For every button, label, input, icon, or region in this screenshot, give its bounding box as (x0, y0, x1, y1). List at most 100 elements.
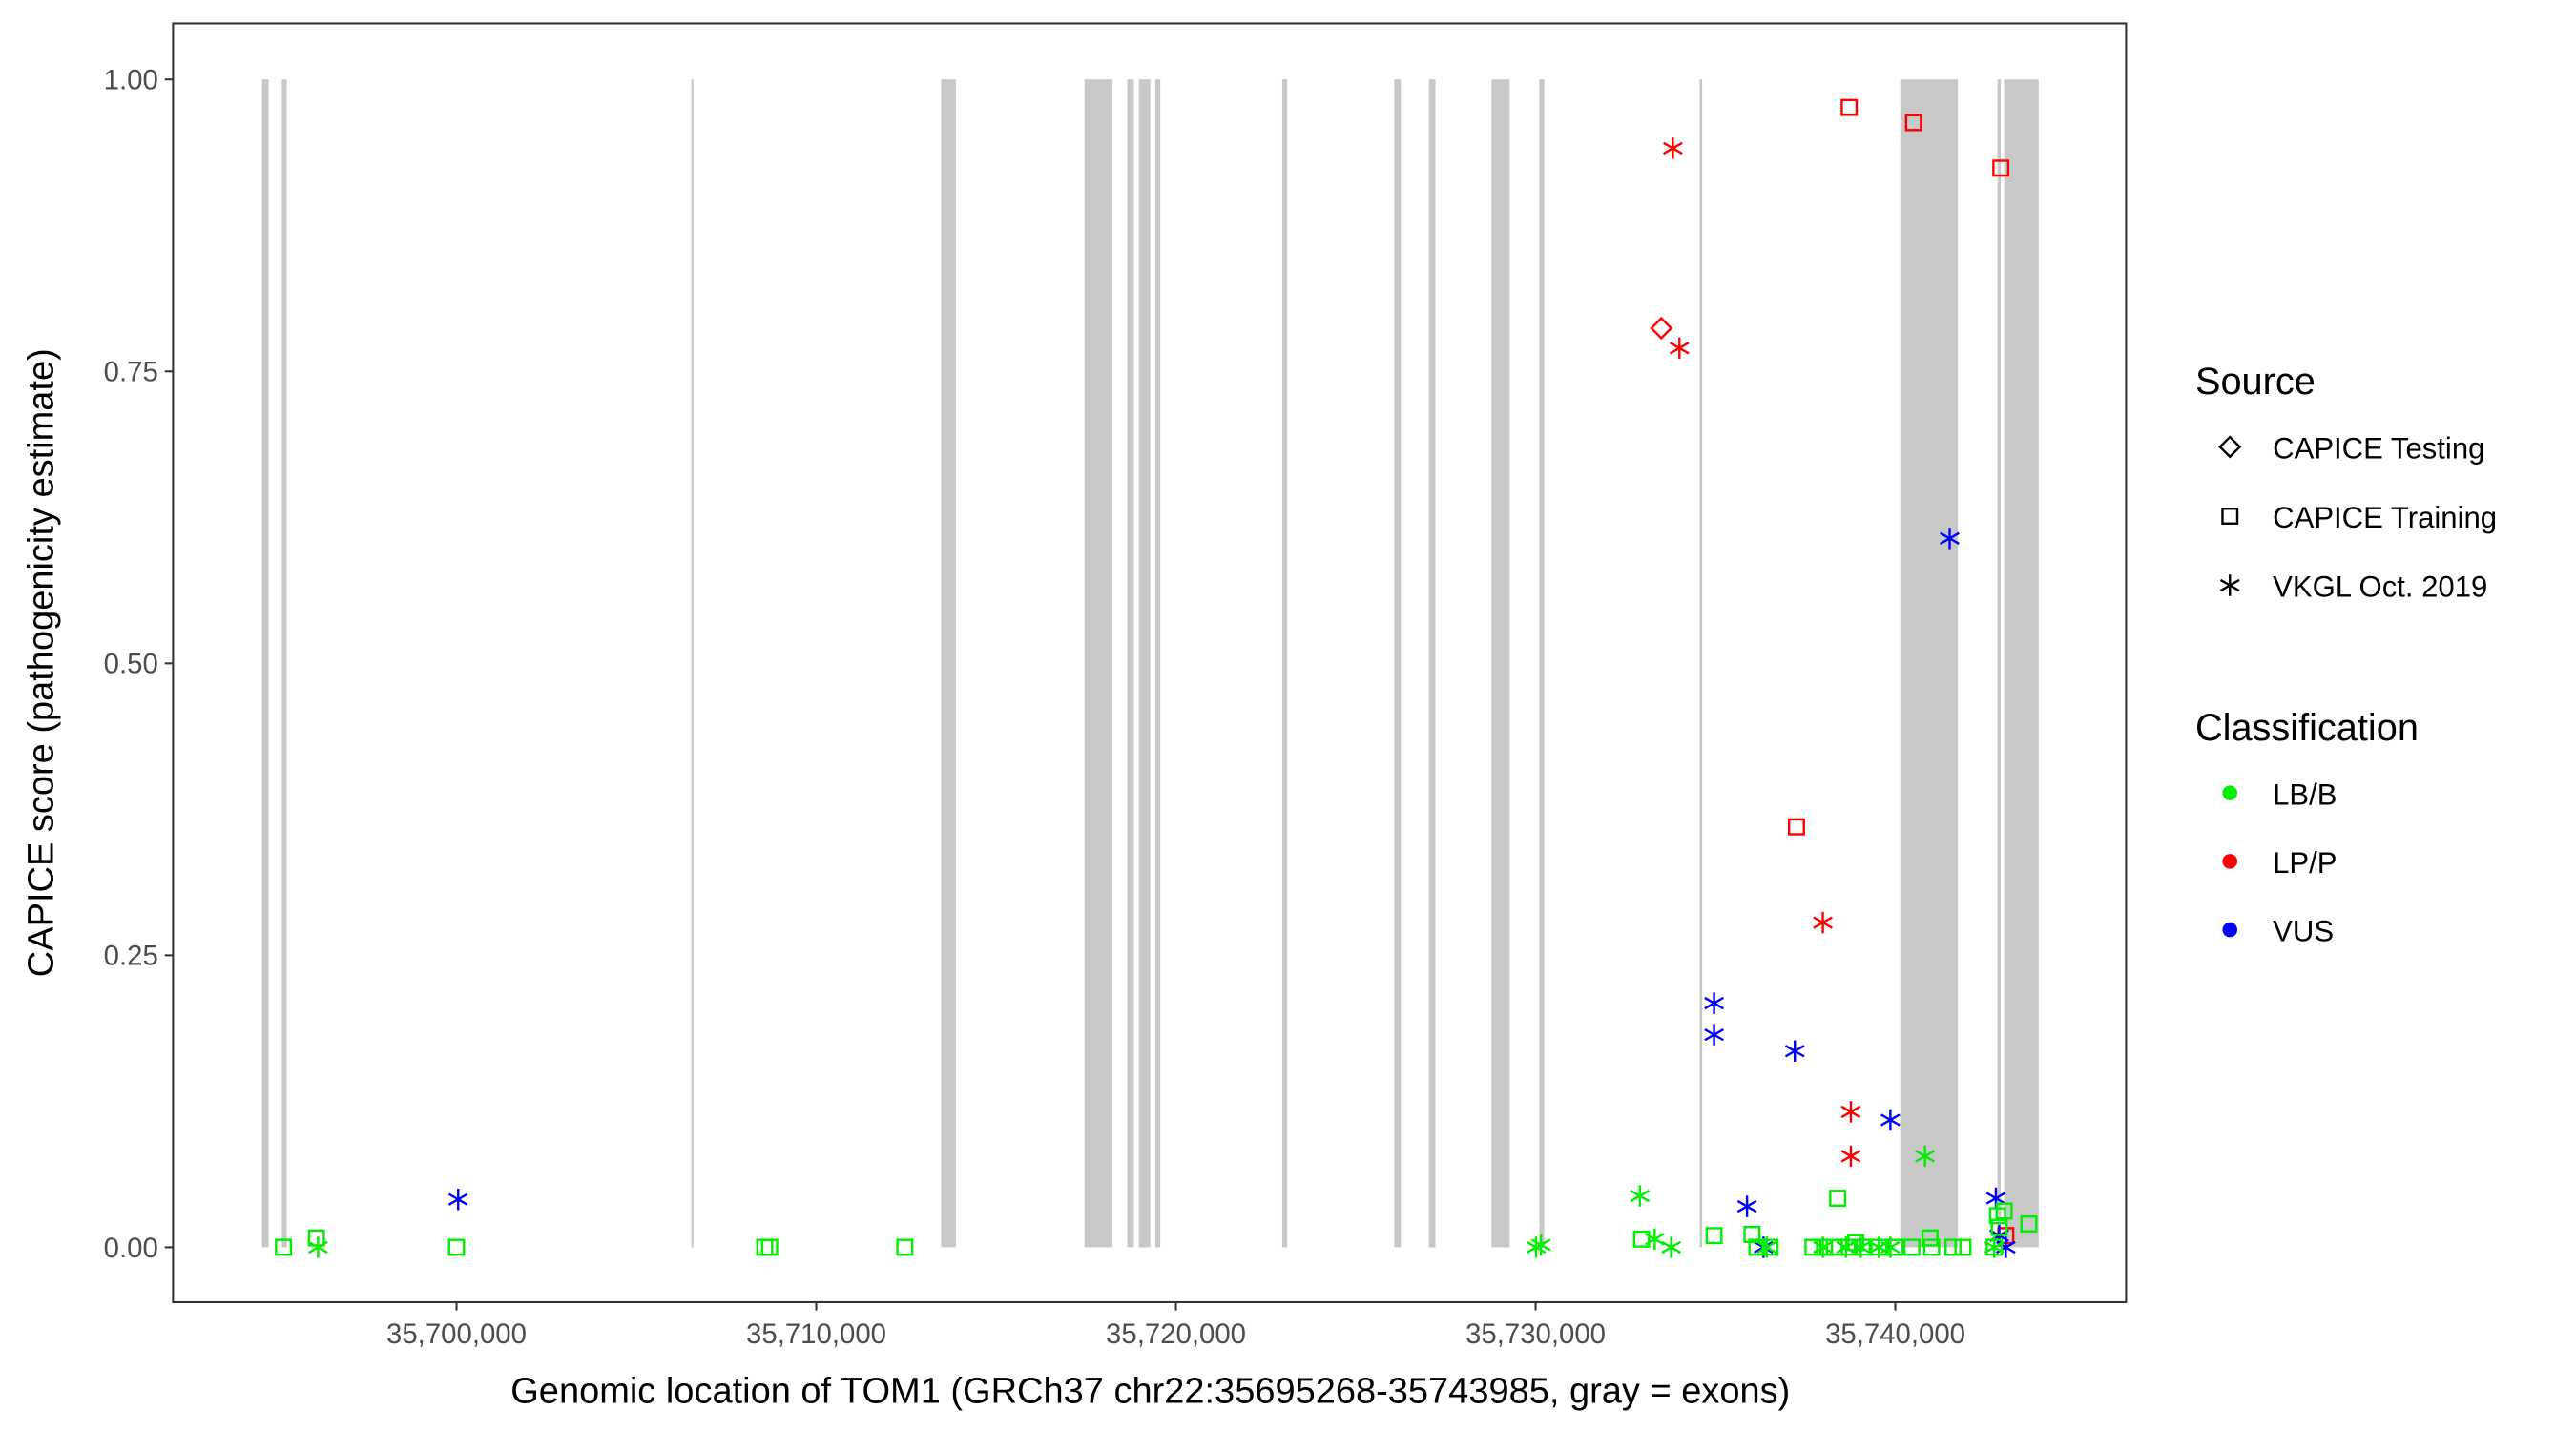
y-axis-title: CAPICE score (pathogenicity estimate) (21, 348, 61, 977)
data-point (1995, 1202, 2013, 1220)
legend-diamond-icon (2218, 435, 2242, 459)
data-point (1840, 1145, 1861, 1168)
data-point (308, 1236, 328, 1258)
data-point (1840, 1101, 1861, 1123)
data-point (1530, 1234, 1551, 1256)
legend-source-title: Source (2195, 361, 2316, 403)
data-point (756, 1238, 774, 1256)
data-point (1705, 1227, 1723, 1245)
data-point (1644, 1228, 1665, 1251)
exon-band (1539, 79, 1545, 1248)
data-point (1954, 1238, 1972, 1256)
data-point (1922, 1238, 1941, 1256)
exon-band (1154, 79, 1161, 1248)
y-tick-label: 1.00 (104, 65, 158, 96)
exon-layer (261, 79, 2039, 1248)
exon-band (1428, 79, 1436, 1248)
data-point (1990, 1218, 2008, 1236)
legend-dot-icon (2222, 922, 2238, 938)
data-point (1736, 1195, 1757, 1217)
data-point (760, 1238, 779, 1256)
data-point (1816, 1238, 1834, 1256)
legend-source-label: CAPICE Training (2273, 501, 2497, 534)
data-point (1880, 1109, 1901, 1131)
exon-band (281, 79, 287, 1248)
data-point (1904, 114, 1922, 132)
data-point (1886, 1238, 1904, 1256)
data-point (1902, 1238, 1921, 1256)
x-tick-label: 35,700,000 (386, 1318, 527, 1350)
data-point (1915, 1145, 1936, 1168)
legend: Source CAPICE Testing CAPICE Training VKGL… (2195, 361, 2497, 948)
data-point (1784, 1040, 1805, 1062)
data-point (1743, 1225, 1761, 1243)
legend-class-label: VUS (2273, 915, 2334, 948)
data-point (1804, 1238, 1822, 1256)
data-point (1984, 1236, 2005, 1258)
data-point (1829, 1190, 1847, 1208)
data-point (1840, 98, 1859, 116)
exon-band (1699, 79, 1703, 1248)
exon-band (261, 79, 269, 1248)
y-axis: 0.00 0.25 0.50 0.75 1.00 (104, 65, 174, 1264)
data-point (1748, 1238, 1766, 1256)
exon-band (691, 79, 694, 1248)
y-tick-label: 0.00 (104, 1233, 158, 1264)
data-point (1940, 528, 1960, 550)
y-tick-label: 0.75 (104, 357, 158, 388)
exon-band (1997, 79, 2002, 1248)
exon-band (2004, 79, 2039, 1248)
y-tick-label: 0.50 (104, 649, 158, 680)
data-point (1813, 911, 1833, 934)
data-point (1992, 159, 2010, 177)
data-point (1661, 1236, 1682, 1258)
data-point (1630, 1185, 1651, 1207)
exon-band (1394, 79, 1402, 1248)
legend-asterisk-icon (2219, 574, 2240, 596)
legend-square-icon (2221, 507, 2239, 525)
x-tick-label: 35,720,000 (1106, 1318, 1246, 1350)
data-point (1632, 1230, 1651, 1248)
data-point (1704, 1024, 1724, 1046)
data-point (2020, 1214, 2038, 1233)
data-point (1704, 992, 1724, 1014)
data-point (1944, 1238, 1962, 1256)
data-point (1761, 1238, 1779, 1256)
data-point (1836, 1236, 1857, 1258)
data-point (1650, 316, 1673, 341)
x-axis-title: Genomic location of TOM1 (GRCh37 chr22:3… (510, 1371, 1790, 1411)
data-point (1756, 1236, 1777, 1258)
data-point (1825, 1238, 1843, 1256)
legend-classification-title: Classification (2195, 707, 2419, 749)
legend-class-label: LP/P (2273, 846, 2337, 880)
data-point (1921, 1229, 1939, 1247)
data-point (1663, 137, 1683, 159)
y-tick-label: 0.25 (104, 941, 158, 972)
legend-dot-icon (2222, 854, 2238, 869)
data-point (1850, 1236, 1871, 1258)
exon-band (1491, 79, 1510, 1248)
point-layer (275, 98, 2038, 1258)
legend-dot-icon (2222, 785, 2238, 800)
exon-band (1281, 79, 1288, 1248)
exon-band (1127, 79, 1134, 1248)
data-point (1669, 337, 1690, 360)
data-point (1854, 1238, 1872, 1256)
exon-band (941, 79, 956, 1248)
legend-class-label: LB/B (2273, 778, 2337, 811)
exon-band (1138, 79, 1151, 1248)
data-point (447, 1189, 468, 1211)
exon-band (1900, 79, 1959, 1248)
data-point (447, 1238, 466, 1256)
legend-source-label: CAPICE Testing (2273, 432, 2484, 466)
x-axis: 35,700,000 35,710,000 35,720,000 35,730,000… (386, 1301, 1965, 1350)
legend-source-label: VKGL Oct. 2019 (2273, 570, 2487, 604)
data-point (1813, 1236, 1833, 1258)
x-tick-label: 35,740,000 (1825, 1318, 1965, 1350)
x-tick-label: 35,730,000 (1465, 1318, 1606, 1350)
data-point (275, 1238, 293, 1256)
exon-band (1084, 79, 1113, 1248)
data-point (1880, 1236, 1901, 1258)
data-point (1787, 818, 1805, 836)
